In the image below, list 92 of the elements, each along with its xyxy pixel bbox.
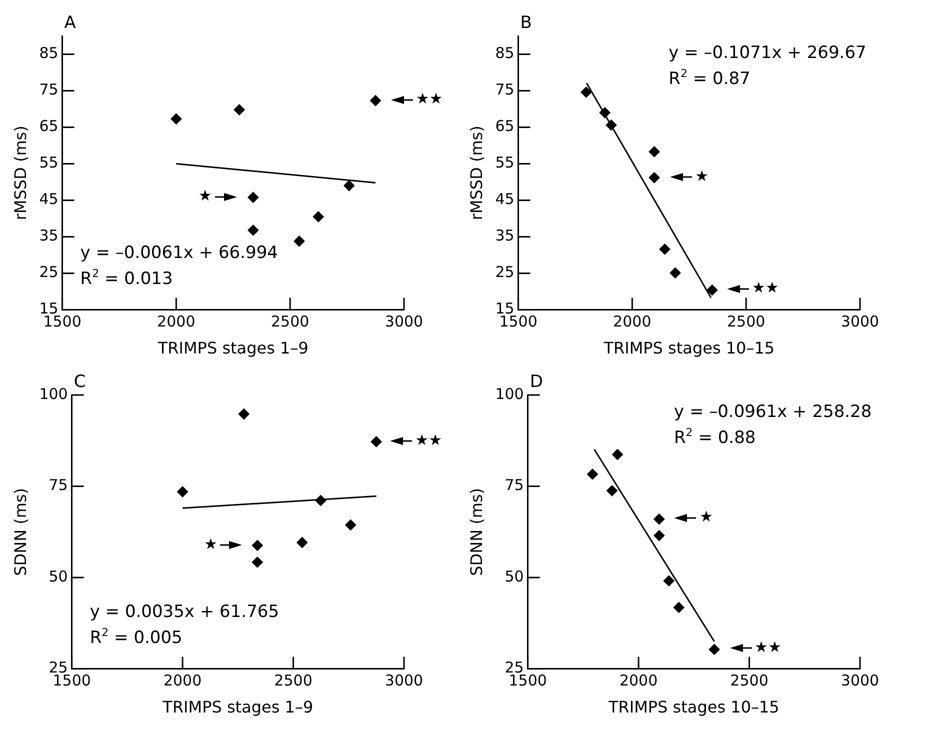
x-tick-label: 2500 (274, 672, 312, 690)
x-tick-label: 2500 (730, 672, 768, 690)
point (252, 556, 263, 568)
point (345, 519, 356, 530)
annotation: ★ (204, 534, 218, 553)
x-tick-label: 2500 (727, 312, 766, 331)
point (177, 486, 188, 498)
y-tick-label: 100 (495, 384, 524, 403)
point (370, 436, 382, 448)
x-tick-label: 3000 (840, 672, 880, 690)
point (370, 95, 382, 106)
x-tick-label: 2000 (157, 312, 196, 331)
y-tick-label: 35 (495, 226, 514, 245)
point (586, 468, 598, 480)
y-tick-label: 50 (48, 567, 68, 586)
x-tick-label: 1500 (508, 672, 547, 690)
x-tick-label: 3000 (840, 312, 880, 331)
text: ★★ (415, 431, 442, 450)
x-tick-label: 1500 (499, 312, 538, 331)
point (315, 495, 326, 506)
point (312, 211, 324, 222)
point (248, 192, 259, 203)
annotation: ★ (198, 186, 212, 205)
x-axis-title: TRIMPS stages 10–15 (602, 338, 775, 358)
annotation: y = –0.1071x + 269.67 (668, 43, 866, 63)
annotation: y = –0.0061x + 66.994 (80, 242, 278, 263)
annotation: ★★ (752, 278, 779, 297)
y-tick-label: 75 (48, 476, 68, 494)
y-tick-label: 45 (39, 190, 58, 208)
point (706, 284, 718, 296)
y-tick-label: 75 (39, 80, 58, 99)
point (708, 644, 720, 655)
x-tick-label: 3000 (384, 672, 424, 690)
y-tick-label: 35 (39, 226, 58, 245)
x-axis-title: TRIMPS stages 1–9 (162, 698, 314, 717)
x-tick-label: 2000 (613, 312, 652, 331)
y-tick-label: 50 (504, 567, 524, 586)
y-tick-label: 85 (495, 44, 514, 62)
point (238, 408, 250, 420)
x-tick-label: 2000 (163, 672, 202, 690)
point (580, 86, 592, 98)
annotation: ★ (695, 166, 709, 185)
y-tick-label: 65 (495, 117, 514, 136)
annotation: ★★ (754, 638, 782, 656)
y-axis-title: rMSSD (ms) (10, 126, 30, 220)
point (612, 449, 624, 460)
y-tick-label: 75 (504, 476, 524, 494)
y-tick-label: 65 (39, 117, 58, 136)
point (170, 113, 182, 124)
x-tick-label: 1500 (43, 312, 82, 331)
text: ★★ (416, 89, 443, 108)
y-tick-label: 75 (495, 80, 514, 99)
point (606, 120, 617, 131)
y-tick-label: 45 (495, 190, 514, 208)
y-tick-label: 55 (495, 154, 514, 172)
point (296, 536, 308, 548)
y-tick-label: 85 (39, 44, 58, 62)
chart-title: D (530, 372, 543, 392)
x-tick-label: 2500 (271, 312, 310, 331)
annotation: y = 0.0035x + 61.765 (90, 602, 280, 622)
chart-title: A (64, 12, 76, 33)
point (606, 485, 618, 496)
x-tick-label: 2000 (619, 672, 658, 690)
x-axis-title: TRIMPS stages 10–15 (607, 698, 780, 717)
point (252, 540, 263, 551)
y-tick-label: 100 (39, 384, 68, 403)
annotation: ★ (699, 508, 713, 526)
point (234, 104, 245, 116)
point (659, 244, 670, 255)
annotation: y = –0.0961x + 258.28 (674, 402, 872, 422)
chart-title: C (74, 372, 86, 392)
x-tick-label: 1500 (52, 672, 91, 690)
x-tick-label: 3000 (384, 312, 424, 331)
y-tick-label: 25 (39, 263, 58, 282)
point (670, 267, 681, 278)
point (673, 602, 684, 613)
y-axis-title: SDNN (ms) (466, 488, 486, 576)
point (599, 107, 610, 118)
y-axis-title: SDNN (ms) (10, 488, 30, 576)
y-tick-label: 25 (495, 263, 514, 282)
point (344, 180, 355, 192)
point (648, 146, 660, 158)
point (294, 236, 305, 247)
point (654, 530, 665, 542)
y-axis-title: rMSSD (ms) (466, 126, 486, 220)
point (648, 172, 660, 184)
point (654, 514, 665, 525)
point (663, 575, 674, 586)
point (248, 224, 259, 236)
x-axis-title: TRIMPS stages 1–9 (156, 338, 308, 358)
chart-title: B (520, 12, 532, 33)
y-tick-label: 55 (39, 154, 58, 172)
